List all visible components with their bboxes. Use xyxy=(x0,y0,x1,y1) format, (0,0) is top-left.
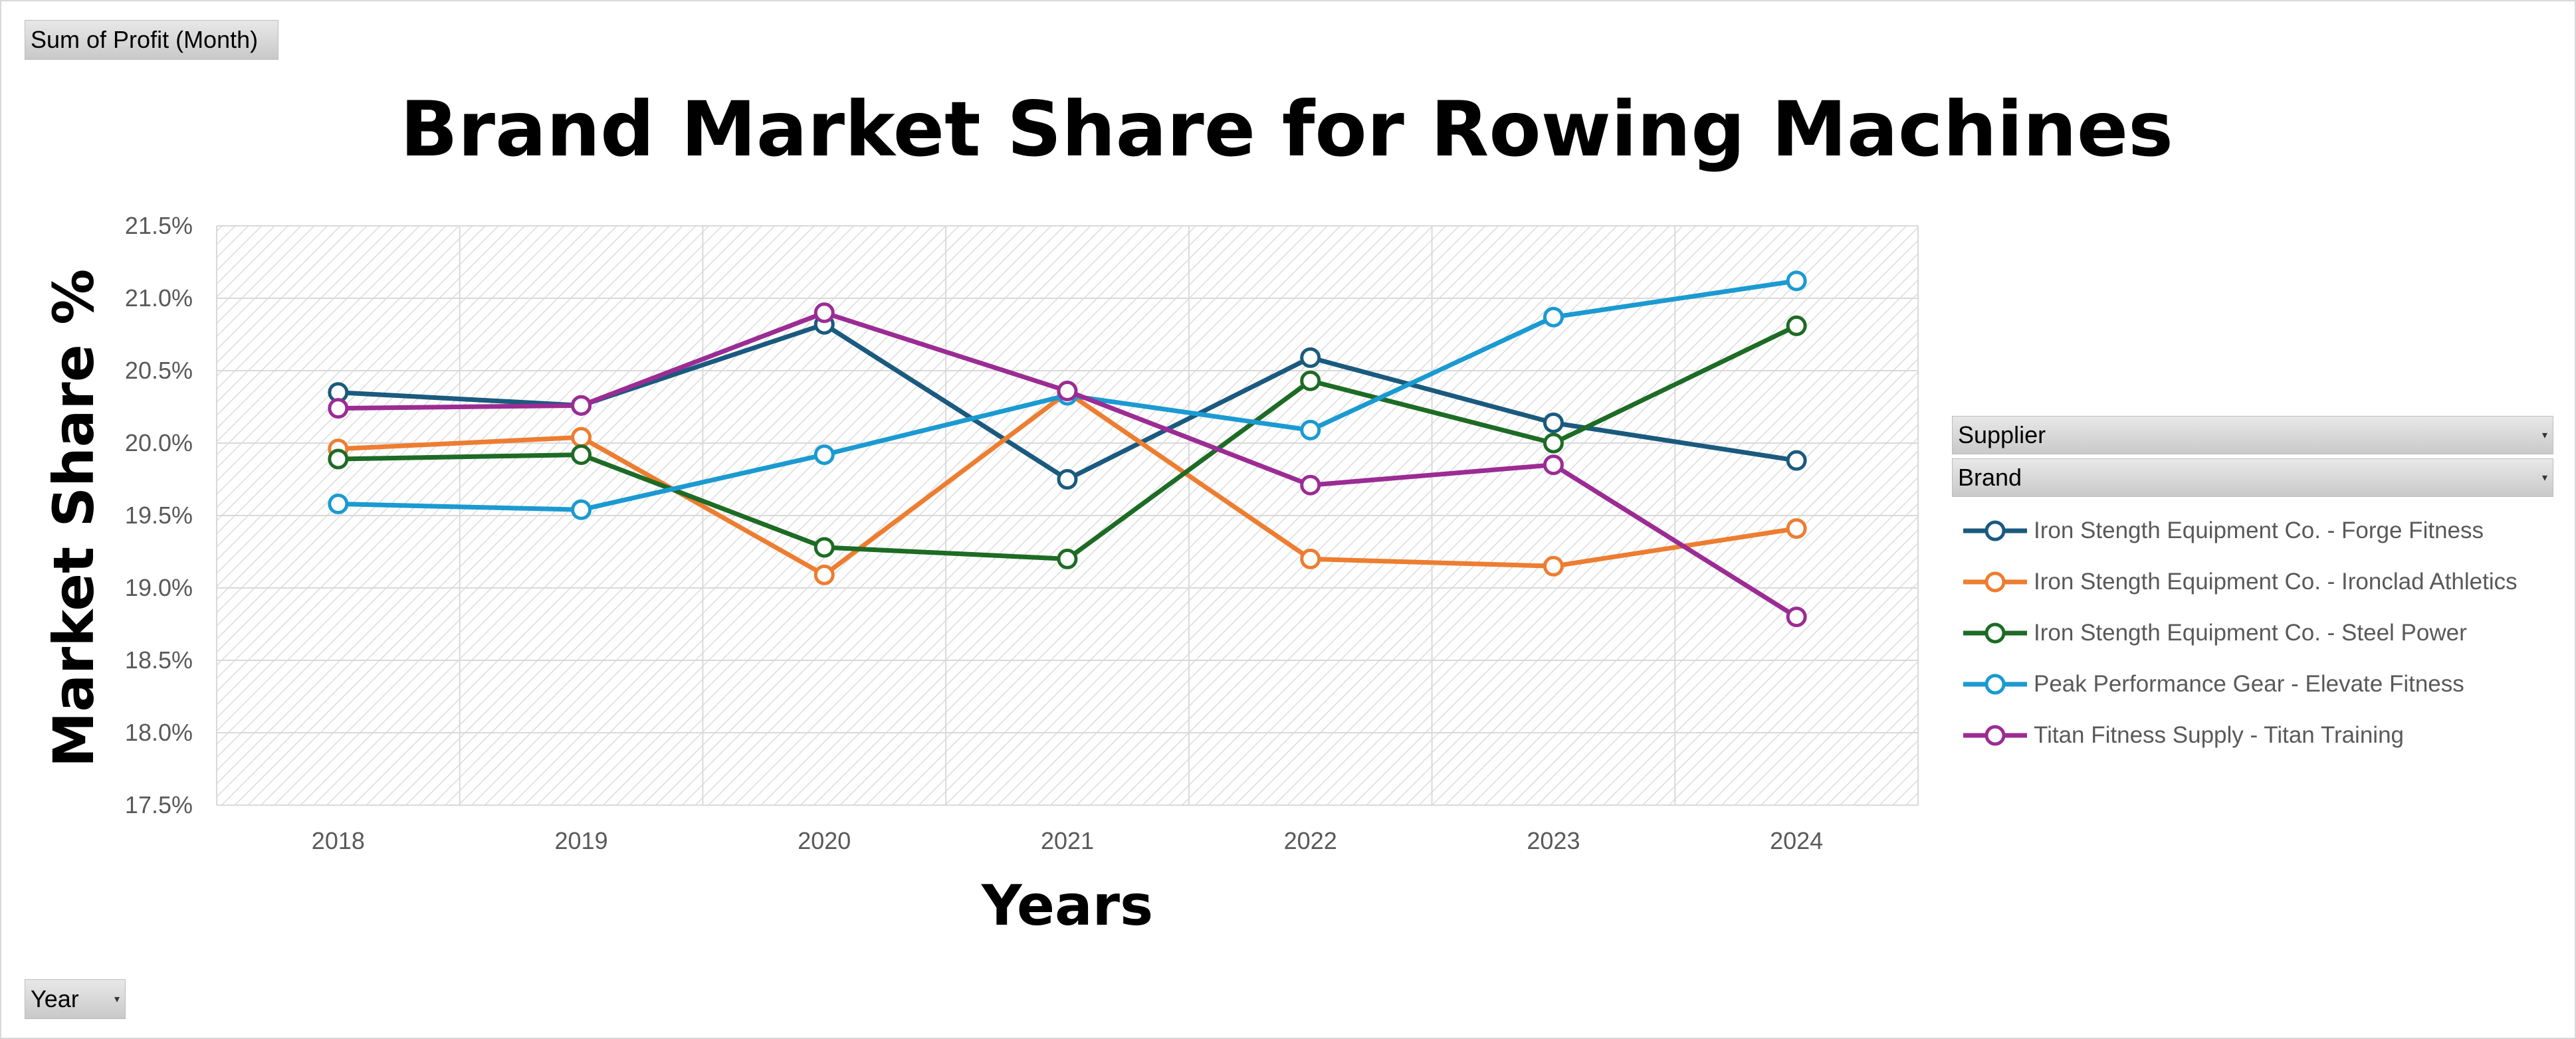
y-tick-label: 18.0% xyxy=(125,719,193,746)
data-point[interactable] xyxy=(1300,370,1321,391)
data-point[interactable] xyxy=(813,564,835,585)
data-point[interactable] xyxy=(1786,450,1807,471)
year-field-button[interactable]: Year ▾ xyxy=(25,979,126,1019)
supplier-field-label: Supplier xyxy=(1958,421,2046,448)
y-axis-label: Market Share % xyxy=(41,269,106,767)
data-point[interactable] xyxy=(1543,454,1564,476)
legend-label: Titan Fitness Supply - Titan Training xyxy=(2034,721,2405,748)
legend-marker-icon xyxy=(1963,520,2027,541)
legend-label: Peak Performance Gear - Elevate Fitness xyxy=(2034,670,2464,697)
data-point[interactable] xyxy=(571,426,592,448)
data-point[interactable] xyxy=(1543,432,1564,454)
legend-label: Iron Stength Equipment Co. - Ironclad At… xyxy=(2034,568,2518,595)
data-point[interactable] xyxy=(1786,270,1807,292)
y-tick-label: 17.5% xyxy=(125,791,193,818)
legend-label: Iron Stength Equipment Co. - Forge Fitne… xyxy=(2034,517,2484,543)
y-tick-label: 21.5% xyxy=(125,212,193,239)
data-point[interactable] xyxy=(1300,548,1321,569)
legend-item[interactable]: Iron Stength Equipment Co. - Steel Power xyxy=(1961,607,2518,658)
chart-legend: Iron Stength Equipment Co. - Forge Fitne… xyxy=(1961,505,2518,761)
y-tick-label: 18.5% xyxy=(125,646,193,674)
legend-marker-icon xyxy=(1963,571,2027,592)
data-point[interactable] xyxy=(1543,555,1564,577)
dropdown-arrow-icon: ▾ xyxy=(2541,430,2547,441)
data-point[interactable] xyxy=(1786,607,1807,628)
supplier-field-button[interactable]: Supplier ▾ xyxy=(1952,416,2553,454)
data-point[interactable] xyxy=(328,494,349,515)
legend-marker-icon xyxy=(1963,725,2027,745)
data-point[interactable] xyxy=(1543,412,1564,433)
data-point[interactable] xyxy=(1057,548,1078,569)
y-tick-label: 19.5% xyxy=(125,502,193,529)
dropdown-arrow-icon: ▾ xyxy=(2541,472,2547,484)
data-point[interactable] xyxy=(813,444,835,465)
series-3 xyxy=(328,315,1807,569)
x-tick-label: 2023 xyxy=(1527,827,1580,854)
data-point[interactable] xyxy=(1543,306,1564,328)
chart-title: Brand Market Share for Rowing Machines xyxy=(399,85,2174,173)
data-point[interactable] xyxy=(1300,474,1321,496)
legend-marker-icon xyxy=(1963,674,2027,694)
brand-field-label: Brand xyxy=(1958,464,2022,491)
brand-field-button[interactable]: Brand ▾ xyxy=(1952,458,2553,497)
data-point[interactable] xyxy=(813,537,835,558)
x-tick-label: 2018 xyxy=(312,827,365,854)
x-tick-label: 2019 xyxy=(555,827,608,854)
data-point[interactable] xyxy=(571,395,592,416)
y-tick-label: 20.5% xyxy=(125,357,193,384)
year-field-label: Year xyxy=(31,985,79,1012)
legend-item[interactable]: Titan Fitness Supply - Titan Training xyxy=(1961,709,2518,761)
data-point[interactable] xyxy=(1300,419,1321,440)
x-tick-label: 2021 xyxy=(1041,827,1094,854)
legend-item[interactable]: Iron Stength Equipment Co. - Forge Fitne… xyxy=(1961,505,2518,556)
data-point[interactable] xyxy=(328,398,349,419)
series-5 xyxy=(328,302,1807,628)
legend-label: Iron Stength Equipment Co. - Steel Power xyxy=(2034,619,2467,646)
y-tick-label: 20.0% xyxy=(125,429,193,456)
data-point[interactable] xyxy=(1786,518,1807,539)
data-point[interactable] xyxy=(813,302,835,324)
legend-marker-icon xyxy=(1963,622,2027,643)
x-tick-label: 2024 xyxy=(1770,827,1823,854)
values-field-label: Sum of Profit (Month) xyxy=(31,26,259,53)
dropdown-arrow-icon: ▾ xyxy=(114,994,120,1005)
data-point[interactable] xyxy=(571,499,592,520)
data-point[interactable] xyxy=(1300,347,1321,368)
data-point[interactable] xyxy=(571,444,592,465)
legend-item[interactable]: Peak Performance Gear - Elevate Fitness xyxy=(1961,658,2518,709)
y-tick-label: 19.0% xyxy=(125,574,193,601)
x-axis-label: Years xyxy=(981,873,1153,938)
x-tick-label: 2020 xyxy=(798,827,851,854)
data-point[interactable] xyxy=(1057,469,1078,490)
data-point[interactable] xyxy=(328,448,349,470)
x-tick-label: 2022 xyxy=(1284,827,1337,854)
legend-item[interactable]: Iron Stength Equipment Co. - Ironclad At… xyxy=(1961,556,2518,607)
data-point[interactable] xyxy=(1057,381,1078,402)
y-tick-label: 21.0% xyxy=(125,284,193,312)
values-field-button[interactable]: Sum of Profit (Month) xyxy=(25,20,278,60)
data-point[interactable] xyxy=(1786,315,1807,336)
